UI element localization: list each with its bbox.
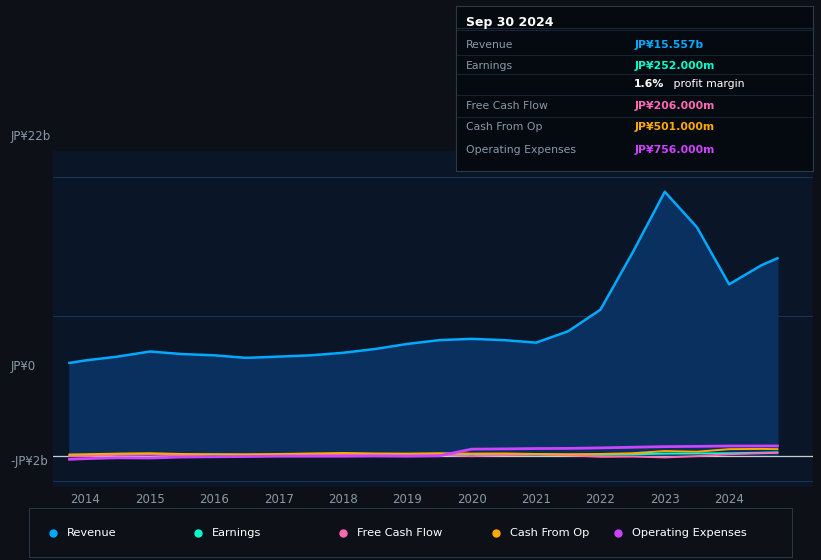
- Text: 1.6%: 1.6%: [635, 79, 664, 89]
- Text: JP¥22b: JP¥22b: [11, 130, 51, 143]
- Text: Operating Expenses: Operating Expenses: [466, 145, 576, 155]
- Text: Cash From Op: Cash From Op: [466, 122, 543, 132]
- Text: JP¥501.000m: JP¥501.000m: [635, 122, 714, 132]
- Text: profit margin: profit margin: [670, 79, 745, 89]
- Text: /yr: /yr: [820, 122, 821, 132]
- Text: JP¥756.000m: JP¥756.000m: [635, 145, 714, 155]
- Text: /yr: /yr: [820, 61, 821, 71]
- Text: Sep 30 2024: Sep 30 2024: [466, 16, 554, 29]
- Text: /yr: /yr: [820, 40, 821, 50]
- Text: Revenue: Revenue: [466, 40, 514, 50]
- Text: -JP¥2b: -JP¥2b: [11, 455, 48, 469]
- Text: Free Cash Flow: Free Cash Flow: [466, 101, 548, 110]
- Text: Cash From Op: Cash From Op: [510, 528, 589, 538]
- Text: JP¥0: JP¥0: [11, 360, 36, 374]
- Text: JP¥252.000m: JP¥252.000m: [635, 61, 714, 71]
- Text: JP¥206.000m: JP¥206.000m: [635, 101, 714, 110]
- Text: Revenue: Revenue: [67, 528, 117, 538]
- Text: JP¥15.557b: JP¥15.557b: [635, 40, 704, 50]
- Text: Operating Expenses: Operating Expenses: [632, 528, 746, 538]
- Text: /yr: /yr: [820, 145, 821, 155]
- Text: Free Cash Flow: Free Cash Flow: [357, 528, 443, 538]
- Text: /yr: /yr: [820, 101, 821, 110]
- Text: Earnings: Earnings: [466, 61, 513, 71]
- Text: Earnings: Earnings: [212, 528, 261, 538]
